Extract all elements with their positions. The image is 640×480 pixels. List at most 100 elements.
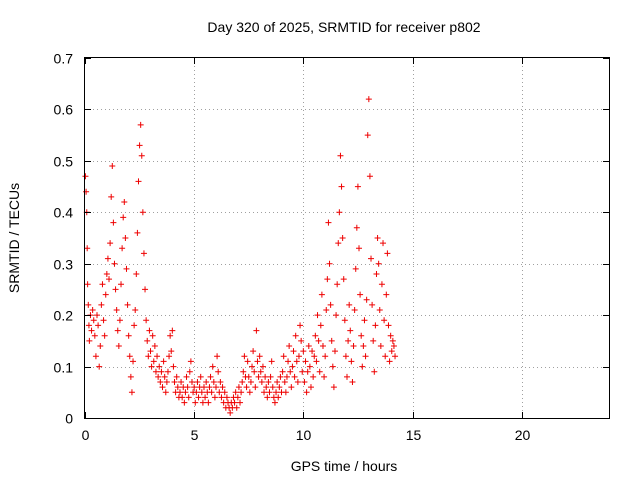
data-point <box>357 291 364 298</box>
data-point <box>103 271 110 277</box>
data-point <box>265 379 272 385</box>
data-point <box>149 332 156 339</box>
data-point <box>271 399 278 406</box>
data-point <box>289 363 296 370</box>
data-point <box>150 358 157 365</box>
data-point <box>252 384 259 391</box>
data-point <box>161 373 168 380</box>
data-point <box>176 389 183 396</box>
data-point <box>317 322 324 329</box>
data-point <box>134 229 141 236</box>
data-point <box>139 209 146 216</box>
data-point <box>118 281 125 288</box>
data-point <box>194 379 201 385</box>
data-point <box>143 317 150 324</box>
data-point <box>301 379 308 385</box>
data-point <box>292 332 299 339</box>
data-point <box>82 173 89 180</box>
data-point <box>264 394 271 401</box>
data-point <box>293 358 300 365</box>
data-point <box>282 389 289 396</box>
data-point <box>345 337 352 344</box>
data-point <box>158 368 165 375</box>
data-point <box>352 265 359 272</box>
data-point <box>199 399 206 406</box>
data-point <box>124 301 131 308</box>
data-point <box>334 281 341 288</box>
data-point <box>89 307 96 313</box>
data-point <box>255 373 262 380</box>
data-point <box>170 363 177 370</box>
data-point <box>279 368 286 375</box>
data-point <box>183 373 190 380</box>
data-point <box>159 384 166 391</box>
data-point <box>295 353 302 360</box>
data-point <box>364 132 371 139</box>
data-point <box>101 332 108 339</box>
data-point <box>128 389 135 396</box>
data-point <box>84 245 91 252</box>
data-point <box>338 183 345 190</box>
data-point <box>322 353 329 360</box>
data-point <box>251 368 258 375</box>
data-point <box>90 317 97 324</box>
data-point <box>191 384 198 391</box>
data-point <box>273 389 280 396</box>
data-point <box>259 363 266 370</box>
data-point <box>106 276 113 283</box>
data-point <box>372 322 379 329</box>
data-point <box>160 358 167 365</box>
data-point <box>392 353 399 360</box>
data-point <box>131 322 138 329</box>
data-point <box>171 379 178 385</box>
data-point <box>346 301 353 308</box>
data-point <box>88 327 95 334</box>
data-point <box>316 368 323 375</box>
data-point <box>378 281 385 288</box>
x-tick-label: 5 <box>191 427 199 443</box>
data-point <box>256 353 263 360</box>
data-point <box>365 96 372 103</box>
data-point <box>324 276 331 283</box>
data-point <box>281 379 288 385</box>
data-point <box>112 286 119 293</box>
data-point <box>349 379 356 385</box>
data-point <box>208 389 215 396</box>
data-point <box>310 373 317 380</box>
data-point <box>145 353 152 360</box>
data-point <box>294 379 301 385</box>
data-point <box>258 379 265 385</box>
data-point <box>218 394 225 401</box>
data-point <box>188 379 195 385</box>
data-point <box>353 224 360 231</box>
data-point <box>100 317 107 324</box>
data-point <box>302 358 309 365</box>
data-point <box>231 399 238 406</box>
data-point <box>232 389 239 396</box>
data-point <box>162 389 169 396</box>
data-point <box>127 373 134 380</box>
data-point <box>249 363 256 370</box>
data-point <box>245 373 252 380</box>
data-point <box>195 394 202 401</box>
data-point <box>120 214 127 221</box>
data-point <box>239 379 246 385</box>
data-point <box>125 332 132 339</box>
data-point <box>348 358 355 365</box>
data-point <box>179 394 186 401</box>
data-point <box>173 373 180 380</box>
data-point <box>203 379 210 385</box>
data-point <box>156 363 163 370</box>
data-point <box>135 178 142 185</box>
data-point <box>157 379 164 385</box>
data-point <box>185 394 192 401</box>
data-point <box>169 327 176 334</box>
data-point <box>330 384 337 391</box>
data-point <box>210 379 217 385</box>
data-point <box>111 260 118 267</box>
data-point <box>223 394 230 401</box>
data-point <box>371 368 378 375</box>
data-point <box>123 265 130 272</box>
data-point <box>315 337 322 344</box>
data-point <box>107 240 114 247</box>
